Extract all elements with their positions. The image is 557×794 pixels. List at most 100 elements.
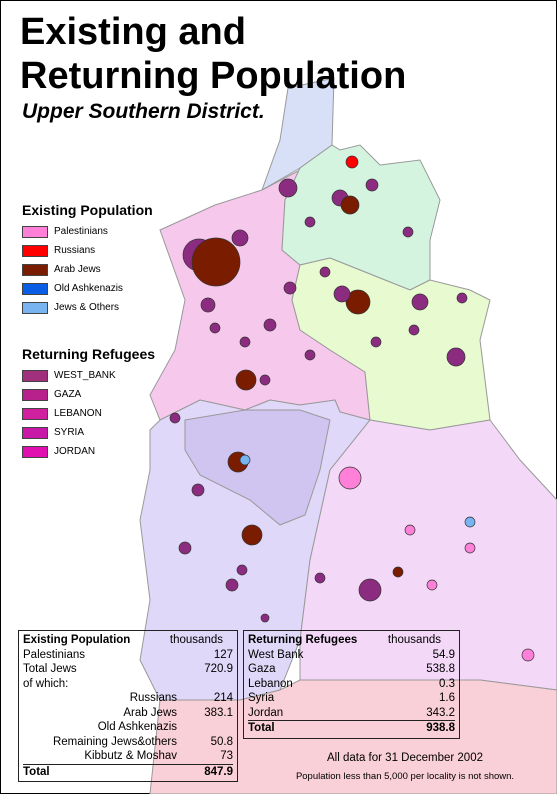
locality	[404, 524, 416, 536]
locality	[239, 454, 251, 466]
locality	[260, 613, 270, 623]
legend-label: SYRIA	[54, 427, 85, 438]
legend-swatch	[22, 445, 48, 458]
legend-swatch	[22, 301, 48, 314]
legend-item: JORDAN	[22, 442, 155, 461]
locality	[236, 564, 248, 576]
row-label: Jordan	[248, 706, 284, 719]
locality	[411, 293, 429, 311]
total-label: Total	[23, 765, 50, 778]
locality	[358, 578, 382, 602]
row-value: 127	[213, 648, 233, 661]
region	[184, 409, 331, 526]
legend-label: LEBANON	[54, 408, 102, 419]
locality	[464, 516, 476, 528]
locality	[225, 578, 239, 592]
row-label: Old Ashkenazis	[97, 721, 177, 733]
row-value: 214	[213, 692, 233, 704]
legend-swatch	[22, 369, 48, 382]
table-header: Existing Population thousands	[23, 633, 233, 648]
total-value: 847.9	[204, 765, 233, 778]
table-row: Gaza 538.8	[248, 662, 455, 677]
table-unit: thousands	[387, 634, 441, 646]
legend-item: SYRIA	[22, 423, 155, 442]
locality	[304, 216, 316, 228]
table-row: Kibbutz & Moshav 73	[23, 749, 233, 764]
legend-swatch	[22, 225, 48, 238]
table-row: Lebanon 0.3	[248, 677, 455, 692]
locality	[365, 178, 379, 192]
row-label: Palestinians	[23, 648, 86, 661]
table-total: Total 938.8	[248, 720, 455, 736]
table-title: Returning Refugees	[248, 634, 358, 646]
locality	[345, 155, 359, 169]
note: Population less than 5,000 per locality …	[295, 771, 515, 782]
legend-swatch	[22, 388, 48, 401]
table-row: Syria 1.6	[248, 691, 455, 706]
table-row: Jordan 343.2	[248, 706, 455, 721]
row-label: Lebanon	[248, 677, 293, 690]
locality	[191, 237, 241, 287]
table-row: Palestinians 127	[23, 648, 233, 663]
legend-item: Old Ashkenazis	[22, 279, 153, 298]
locality	[345, 289, 371, 315]
legend-item: LEBANON	[22, 404, 155, 423]
table-row: Remaining Jews&others 50.8	[23, 735, 233, 750]
locality	[278, 178, 298, 198]
row-value: 73	[220, 750, 233, 762]
table-title: Existing Population	[23, 634, 131, 646]
row-label: Remaining Jews&others	[52, 735, 177, 748]
locality	[464, 542, 476, 554]
locality	[191, 483, 205, 497]
locality	[340, 195, 360, 215]
locality	[314, 572, 326, 584]
table-row: Total Jews 720.9	[23, 662, 233, 677]
locality	[231, 229, 249, 247]
row-value	[185, 677, 233, 692]
legend-label: Russians	[54, 245, 96, 256]
region	[149, 679, 557, 794]
table: Existing Population thousands Palestinians…	[18, 630, 238, 782]
table-row: West Bank 54.9	[248, 648, 455, 663]
table-unit: thousands	[169, 634, 223, 646]
table-row: of which:	[23, 677, 233, 692]
locality	[402, 226, 414, 238]
row-value	[185, 720, 233, 735]
subtitle: Upper Southern District.	[22, 100, 265, 123]
locality	[304, 349, 316, 361]
row-value: 720.9	[204, 663, 233, 675]
locality	[392, 566, 404, 578]
region	[281, 144, 441, 291]
table-header: Returning Refugees thousands	[248, 633, 455, 648]
locality	[263, 318, 277, 332]
legend-swatch	[22, 407, 48, 420]
legend-label: Old Ashkenazis	[54, 283, 123, 294]
locality	[408, 324, 420, 336]
row-value: 538.8	[426, 663, 455, 675]
legend-label: Palestinians	[54, 226, 108, 237]
legend-swatch	[22, 263, 48, 276]
row-value: 1.6	[439, 692, 455, 704]
row-label: West Bank	[248, 648, 304, 661]
table-row: Russians 214	[23, 691, 233, 706]
note: All data for 31 December 2002	[327, 752, 483, 764]
row-value: 50.8	[210, 735, 233, 748]
row-label: Russians	[129, 692, 177, 704]
row-label: Kibbutz & Moshav	[84, 750, 177, 762]
locality	[239, 336, 251, 348]
locality	[370, 336, 382, 348]
row-label: of which:	[23, 677, 69, 690]
row-label: Syria	[248, 692, 275, 704]
legend-label: Jews & Others	[54, 302, 120, 313]
locality	[209, 322, 221, 334]
row-value: 0.3	[439, 677, 455, 690]
title: Existing and Returning Population	[20, 10, 406, 98]
legend-label: JORDAN	[54, 446, 96, 457]
row-value: 383.1	[204, 706, 233, 719]
locality	[235, 369, 257, 391]
row-label: Total Jews	[23, 663, 77, 675]
legend-swatch	[22, 282, 48, 295]
table-row: Arab Jews 383.1	[23, 706, 233, 721]
locality	[338, 466, 362, 490]
